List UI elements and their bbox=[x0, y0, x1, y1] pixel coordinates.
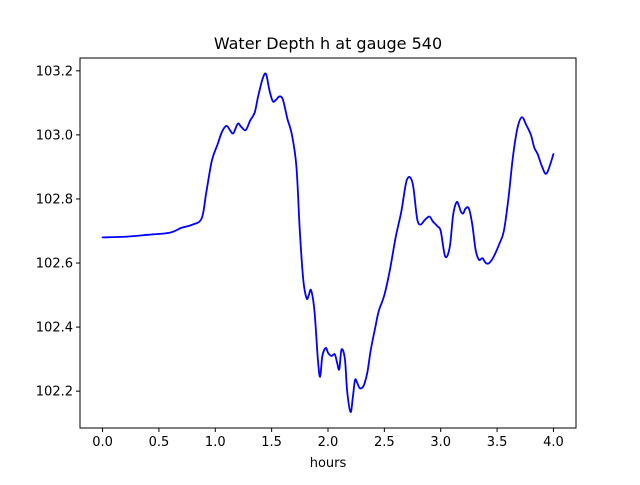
x-axis: 0.0 0.5 1.0 1.5 2.0 2.5 3.0 3.5 4.0 bbox=[92, 428, 564, 450]
x-tick-label: 2.5 bbox=[374, 435, 395, 450]
y-axis: 102.2 102.4 102.6 102.8 103.0 103.2 bbox=[36, 64, 80, 400]
x-tick-label: 0.0 bbox=[92, 435, 113, 450]
x-axis-label: hours bbox=[310, 456, 347, 471]
y-tick-label: 103.2 bbox=[36, 64, 73, 79]
x-tick-label: 3.0 bbox=[430, 435, 451, 450]
y-tick-label: 102.2 bbox=[36, 385, 73, 400]
x-tick-label: 2.0 bbox=[318, 435, 339, 450]
y-tick-label: 102.6 bbox=[36, 257, 73, 272]
chart-title: Water Depth h at gauge 540 bbox=[214, 34, 442, 53]
x-tick-label: 1.0 bbox=[205, 435, 226, 450]
series-line-0 bbox=[101, 72, 555, 413]
y-tick-label: 102.8 bbox=[36, 192, 73, 207]
y-tick-label: 102.4 bbox=[36, 321, 73, 336]
x-tick-label: 0.5 bbox=[149, 435, 170, 450]
y-tick-label: 103.0 bbox=[36, 128, 73, 143]
x-tick-label: 1.5 bbox=[261, 435, 282, 450]
x-tick-label: 3.5 bbox=[487, 435, 508, 450]
x-tick-label: 4.0 bbox=[543, 435, 564, 450]
